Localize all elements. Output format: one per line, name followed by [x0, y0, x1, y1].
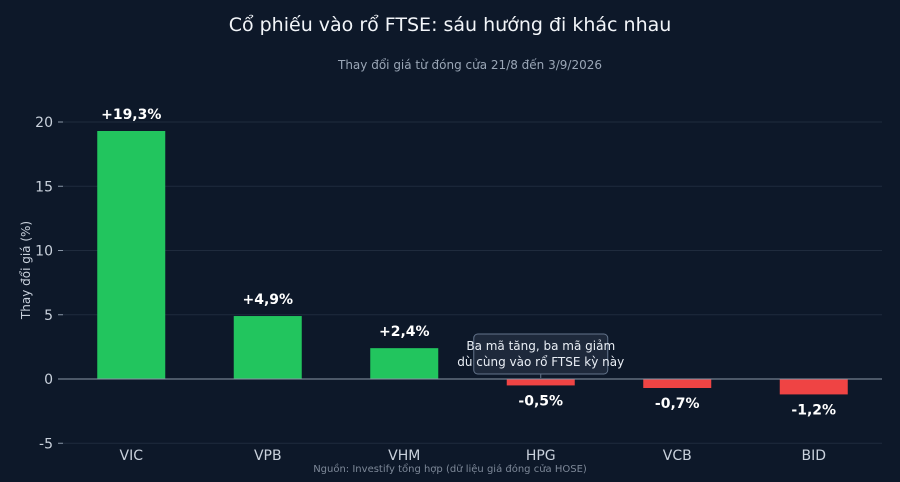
bar-hpg — [506, 379, 575, 386]
annotation-text: Ba mã tăng, ba mã giảm — [466, 339, 615, 353]
data-label: -0,5% — [518, 393, 563, 409]
data-label: +4,9% — [242, 292, 293, 308]
bar-vcb — [643, 379, 712, 388]
x-tick-label: VCB — [663, 448, 692, 464]
y-axis-label: Thay đổi giá (%) — [19, 221, 33, 320]
data-label: -0,7% — [655, 396, 700, 412]
bar-bid — [779, 379, 848, 395]
data-label: +19,3% — [101, 107, 161, 123]
bar-vhm — [370, 348, 439, 379]
bar-vpb — [233, 316, 302, 379]
y-tick-label: 15 — [35, 179, 53, 195]
y-tick-label: 5 — [44, 308, 53, 324]
x-tick-label: VPB — [254, 448, 282, 464]
chart-title: Cổ phiếu vào rổ FTSE: sáu hướng đi khác … — [229, 14, 672, 36]
chart-subtitle: Thay đổi giá từ đóng cửa 21/8 đến 3/9/20… — [337, 58, 602, 72]
x-tick-label: HPG — [526, 448, 556, 464]
source-note: Nguồn: Investify tổng hợp (dữ liệu giá đ… — [313, 462, 587, 475]
x-tick-label: VIC — [120, 448, 144, 464]
data-label: -1,2% — [791, 402, 836, 418]
data-label: +2,4% — [379, 324, 430, 340]
y-tick-label: -5 — [39, 436, 53, 452]
y-tick-label: 0 — [44, 372, 53, 388]
y-tick-label: 10 — [35, 244, 53, 260]
x-tick-label: VHM — [388, 448, 420, 464]
x-tick-label: BID — [801, 448, 826, 464]
bar-vic — [97, 130, 166, 379]
y-tick-label: 20 — [35, 115, 53, 131]
annotation-text: dù cùng vào rổ FTSE kỳ này — [457, 355, 624, 369]
